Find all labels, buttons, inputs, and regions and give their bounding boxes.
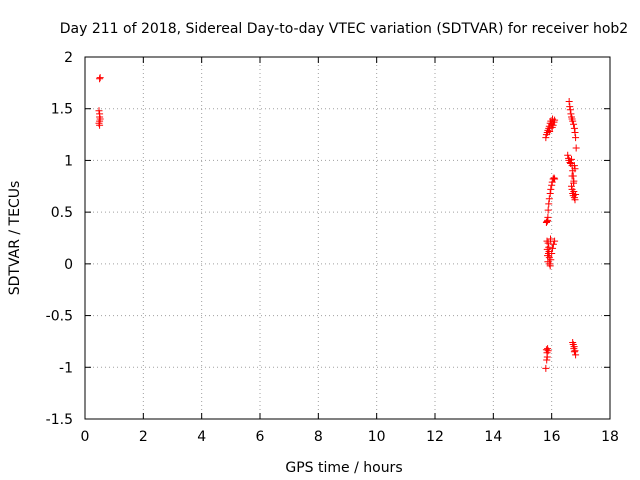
data-point: [551, 237, 559, 245]
x-tick-label: 0: [81, 429, 90, 445]
data-point: [546, 127, 554, 135]
x-tick-label: 8: [314, 429, 323, 445]
data-point: [544, 347, 552, 355]
x-tick-label: 6: [256, 429, 265, 445]
x-tick-label: 14: [484, 429, 502, 445]
data-point: [571, 347, 579, 355]
data-points: [95, 74, 580, 372]
data-point: [542, 346, 550, 354]
data-point: [572, 134, 580, 142]
data-point: [549, 115, 557, 123]
data-point: [546, 190, 554, 198]
data-point: [96, 75, 104, 83]
data-point: [547, 256, 555, 264]
data-point: [568, 172, 576, 180]
x-tick-label: 12: [426, 429, 444, 445]
data-point: [549, 240, 557, 248]
y-tick-label: -1.5: [46, 412, 73, 428]
data-point: [547, 235, 554, 243]
data-point: [566, 106, 574, 114]
data-point: [570, 162, 578, 170]
data-point: [544, 250, 552, 258]
x-tick-label: 10: [368, 429, 386, 445]
x-axis-label: GPS time / hours: [285, 460, 402, 476]
data-point: [568, 155, 575, 163]
y-axis-label: SDTVAR / TECUs: [7, 181, 23, 296]
data-point: [572, 144, 580, 152]
data-point: [545, 195, 553, 203]
y-tick-label: -1: [59, 360, 73, 376]
data-point: [542, 134, 550, 142]
data-point: [549, 121, 557, 129]
data-point: [570, 124, 578, 132]
data-point: [547, 185, 555, 193]
data-point: [572, 351, 580, 359]
data-point: [544, 213, 552, 221]
data-point: [551, 175, 559, 183]
data-point: [572, 191, 580, 199]
grid: [85, 57, 610, 419]
data-point: [543, 356, 551, 364]
data-point: [546, 262, 554, 270]
plot-frame: [84, 56, 611, 420]
data-point: [549, 244, 557, 252]
y-tick-label: 0: [64, 257, 73, 273]
data-point: [569, 117, 577, 125]
data-point: [567, 110, 575, 118]
data-point: [95, 107, 103, 115]
data-point: [571, 129, 579, 137]
y-tick-label: 1: [64, 153, 73, 169]
data-point: [565, 97, 573, 105]
x-tick-label: 4: [197, 429, 206, 445]
data-point: [550, 174, 558, 182]
data-point: [542, 364, 550, 372]
y-tick-label: -0.5: [46, 309, 73, 325]
data-point: [545, 200, 553, 208]
data-point: [96, 74, 104, 82]
data-point: [96, 121, 104, 129]
data-point: [570, 187, 578, 195]
x-tick-label: 16: [543, 429, 561, 445]
data-point: [570, 179, 578, 187]
data-point: [543, 217, 551, 225]
data-point: [570, 343, 578, 351]
x-tick-label: 2: [139, 429, 148, 445]
data-point: [564, 151, 572, 159]
chart-title: Day 211 of 2018, Sidereal Day-to-day VTE…: [60, 21, 628, 37]
y-tick-label: 1.5: [51, 102, 73, 118]
data-point: [544, 239, 552, 247]
data-point: [548, 181, 556, 189]
y-tick-label: 0.5: [51, 205, 73, 221]
data-point: [566, 103, 574, 111]
y-tick-label: 2: [64, 50, 73, 66]
data-point: [543, 353, 551, 361]
data-point: [570, 120, 578, 128]
axis-ticks: 0 2 4 6 8 10 12 14 16 18 -1.5 -1 -0.5 0 0.5 1 1.5 2: [46, 50, 619, 445]
x-tick-label: 18: [601, 429, 619, 445]
data-point: [571, 196, 579, 204]
data-point: [544, 206, 552, 214]
data-point: [571, 165, 579, 173]
